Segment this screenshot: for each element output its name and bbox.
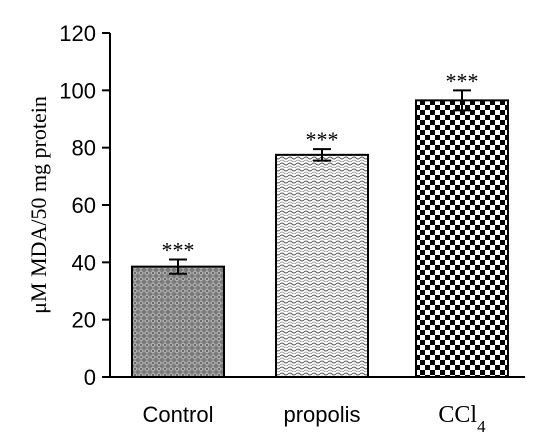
bar-ccl4 xyxy=(415,99,509,378)
error-bar xyxy=(453,89,471,112)
significance-label: *** xyxy=(306,127,339,152)
y-tick-label: 80 xyxy=(72,136,96,161)
bar-propolis xyxy=(275,153,369,378)
y-tick-label: 120 xyxy=(59,21,96,46)
y-tick-label: 100 xyxy=(59,78,96,103)
error-bar xyxy=(313,148,331,162)
significance-label: *** xyxy=(446,68,479,93)
significance-label: *** xyxy=(162,237,195,262)
bar-control xyxy=(131,265,225,378)
y-tick-label: 60 xyxy=(72,193,96,218)
y-axis-label: μM MDA/50 mg protein xyxy=(26,96,51,314)
y-tick-label: 0 xyxy=(84,365,96,390)
x-tick-labels: Control propolis CCl4 xyxy=(143,402,487,432)
x-tick-label: propolis xyxy=(283,402,360,427)
bars-group: *** *** *** xyxy=(131,68,509,378)
error-bar xyxy=(169,258,187,275)
x-tick-label: CCl4 xyxy=(438,402,486,432)
y-tick-label: 40 xyxy=(72,250,96,275)
x-tick-label: Control xyxy=(143,402,214,427)
y-tick-label: 20 xyxy=(72,308,96,333)
